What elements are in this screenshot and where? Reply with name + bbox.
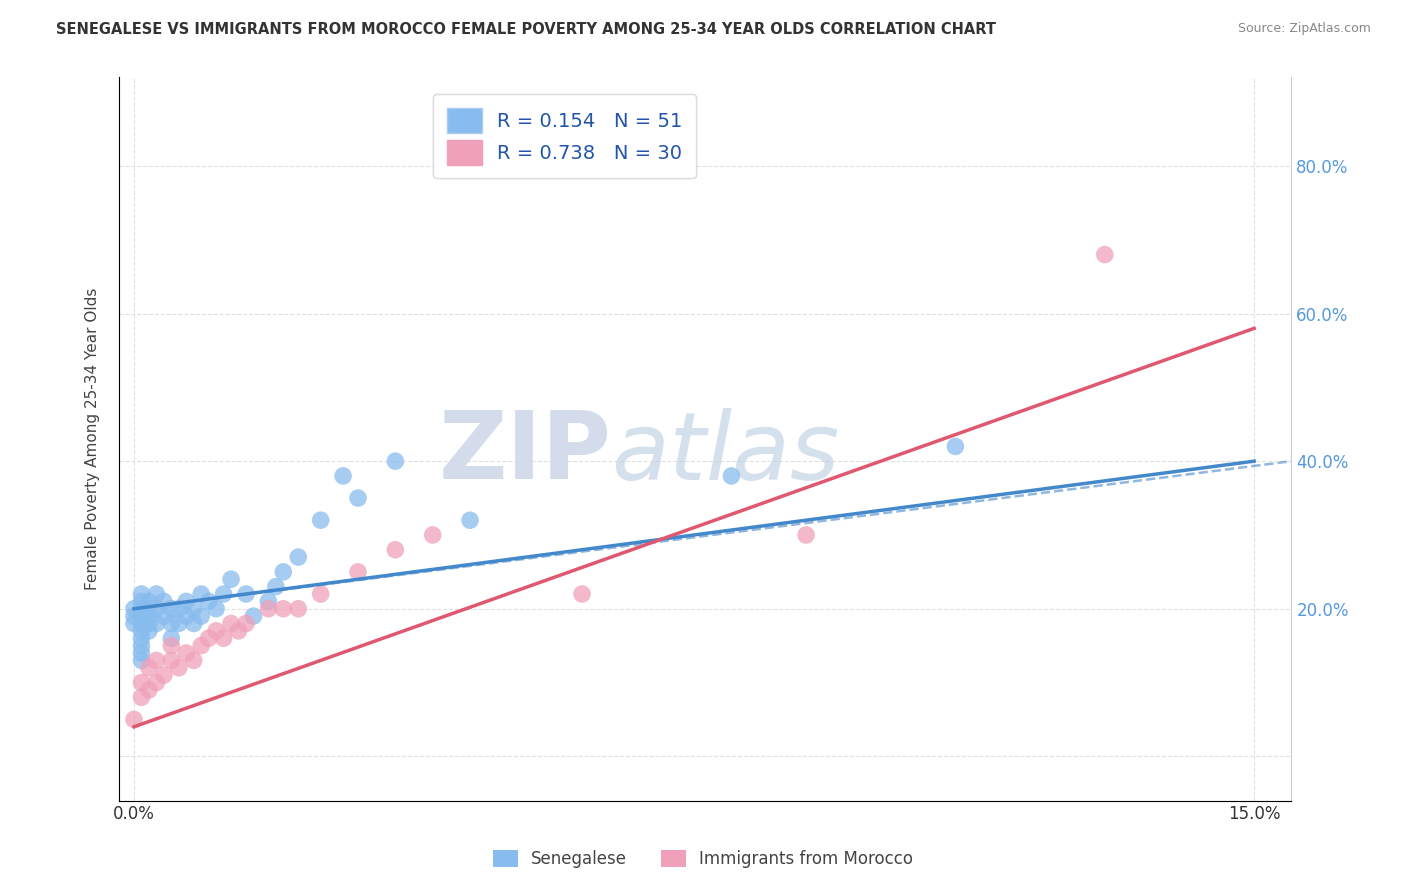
Point — [197, 632, 219, 646]
Point — [205, 601, 228, 615]
Point — [131, 594, 153, 608]
Point — [273, 601, 295, 615]
Point — [190, 587, 212, 601]
Point — [131, 624, 153, 638]
Text: SENEGALESE VS IMMIGRANTS FROM MOROCCO FEMALE POVERTY AMONG 25-34 YEAR OLDS CORRE: SENEGALESE VS IMMIGRANTS FROM MOROCCO FE… — [56, 22, 997, 37]
Point — [131, 632, 153, 646]
Point — [219, 616, 242, 631]
Point — [1094, 247, 1116, 261]
Point — [153, 609, 176, 624]
Point — [384, 454, 406, 468]
Point — [153, 594, 176, 608]
Point — [138, 609, 160, 624]
Point — [309, 587, 332, 601]
Point — [131, 646, 153, 660]
Point — [138, 624, 160, 638]
Point — [122, 616, 145, 631]
Point — [122, 713, 145, 727]
Point — [122, 601, 145, 615]
Point — [138, 616, 160, 631]
Point — [174, 646, 197, 660]
Point — [264, 580, 287, 594]
Point — [131, 690, 153, 705]
Point — [945, 439, 967, 453]
Point — [145, 653, 167, 667]
Point — [794, 528, 817, 542]
Point — [138, 601, 160, 615]
Point — [145, 587, 167, 601]
Point — [309, 513, 332, 527]
Point — [212, 632, 235, 646]
Legend: R = 0.154   N = 51, R = 0.738   N = 30: R = 0.154 N = 51, R = 0.738 N = 30 — [433, 95, 696, 178]
Point — [131, 609, 153, 624]
Point — [287, 550, 309, 565]
Point — [205, 624, 228, 638]
Point — [458, 513, 481, 527]
Point — [138, 594, 160, 608]
Point — [720, 469, 742, 483]
Point — [190, 639, 212, 653]
Point — [131, 675, 153, 690]
Point — [122, 609, 145, 624]
Point — [190, 609, 212, 624]
Point — [160, 616, 183, 631]
Point — [131, 616, 153, 631]
Point — [167, 661, 190, 675]
Point — [160, 601, 183, 615]
Point — [160, 632, 183, 646]
Point — [131, 639, 153, 653]
Point — [160, 653, 183, 667]
Point — [183, 601, 205, 615]
Point — [235, 587, 257, 601]
Point — [347, 491, 370, 505]
Point — [347, 565, 370, 579]
Point — [167, 616, 190, 631]
Point — [138, 661, 160, 675]
Point — [228, 624, 250, 638]
Text: ZIP: ZIP — [439, 408, 612, 500]
Point — [235, 616, 257, 631]
Point — [160, 639, 183, 653]
Point — [153, 668, 176, 682]
Point — [131, 587, 153, 601]
Point — [571, 587, 593, 601]
Point — [167, 601, 190, 615]
Point — [131, 601, 153, 615]
Point — [384, 542, 406, 557]
Point — [242, 609, 264, 624]
Point — [287, 601, 309, 615]
Point — [257, 594, 280, 608]
Point — [197, 594, 219, 608]
Point — [174, 609, 197, 624]
Text: Source: ZipAtlas.com: Source: ZipAtlas.com — [1237, 22, 1371, 36]
Y-axis label: Female Poverty Among 25-34 Year Olds: Female Poverty Among 25-34 Year Olds — [86, 288, 100, 591]
Point — [422, 528, 444, 542]
Point — [183, 616, 205, 631]
Point — [273, 565, 295, 579]
Point — [219, 572, 242, 586]
Point — [145, 675, 167, 690]
Point — [131, 653, 153, 667]
Text: atlas: atlas — [612, 408, 839, 499]
Point — [145, 616, 167, 631]
Legend: Senegalese, Immigrants from Morocco: Senegalese, Immigrants from Morocco — [486, 843, 920, 875]
Point — [145, 601, 167, 615]
Point — [174, 594, 197, 608]
Point — [257, 601, 280, 615]
Point — [212, 587, 235, 601]
Point — [138, 682, 160, 697]
Point — [332, 469, 354, 483]
Point — [183, 653, 205, 667]
